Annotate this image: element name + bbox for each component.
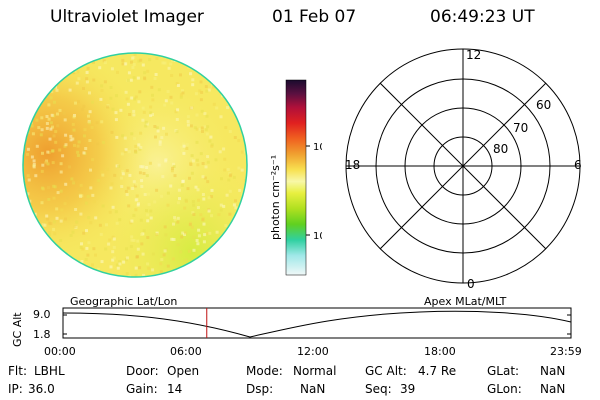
mode-value: Normal — [293, 364, 337, 378]
colorbar-tick-10: 10 — [313, 231, 322, 242]
mode-label: Mode: — [246, 364, 283, 378]
flt-label: Flt: — [8, 364, 27, 378]
uv-image-disk — [22, 52, 248, 278]
mlt-label-12: 12 — [466, 48, 481, 62]
mlt-label-18: 18 — [345, 158, 360, 172]
mlt-label-0: 0 — [467, 277, 475, 290]
orbit-x-tick-2: 12:00 — [297, 345, 329, 358]
orbit-x-tick-4: 23:59 — [550, 345, 582, 358]
dsp-label: Dsp: — [246, 382, 274, 396]
colorbar: 100 10 photon cm⁻²s⁻¹ — [269, 79, 322, 276]
gcalt-label: GC Alt: — [365, 364, 407, 378]
dsp-value: NaN — [300, 382, 326, 396]
door-label: Door: — [126, 364, 159, 378]
glat-label: GLat: — [487, 364, 520, 378]
orbit-x-tick-1: 06:00 — [170, 345, 202, 358]
instrument-title: Ultraviolet Imager — [50, 7, 204, 27]
colorbar-tick-100: 100 — [313, 142, 322, 153]
gain-label: Gain: — [126, 382, 158, 396]
mlt-label-6: 6 — [574, 158, 582, 172]
orbit-left-title: Geographic Lat/Lon — [70, 295, 178, 308]
glon-value: NaN — [540, 382, 566, 396]
orbit-altitude-plot: GC Alt 9.0 1.8 — [11, 307, 572, 347]
orbit-y-tick-1: 1.8 — [33, 328, 51, 341]
seq-value: 39 — [400, 382, 416, 396]
lat-label-80: 80 — [493, 142, 508, 156]
glon-label: GLon: — [487, 382, 522, 396]
door-value: Open — [167, 364, 200, 378]
orbit-x-tick-0: 00:00 — [44, 345, 76, 358]
ip-label: IP: — [8, 382, 23, 396]
polar-plot: 12 18 6 0 60 70 80 — [345, 48, 582, 290]
lat-label-70: 70 — [513, 121, 528, 135]
gcalt-value: 4.7 Re — [418, 364, 457, 378]
gain-value: 14 — [167, 382, 183, 396]
ip-value: 36.0 — [28, 382, 55, 396]
seq-label: Seq: — [365, 382, 392, 396]
flt-value: LBHL — [34, 364, 65, 378]
time-label: 06:49:23 UT — [430, 7, 535, 27]
orbit-right-title: Apex MLat/MLT — [424, 295, 507, 308]
orbit-x-tick-3: 18:00 — [424, 345, 456, 358]
glat-value: NaN — [540, 364, 566, 378]
orbit-y-tick-9: 9.0 — [33, 308, 51, 321]
lat-label-60: 60 — [536, 98, 551, 112]
orbit-y-axis-label: GC Alt — [11, 312, 24, 347]
colorbar-label: photon cm⁻²s⁻¹ — [269, 155, 282, 240]
date-label: 01 Feb 07 — [272, 7, 357, 27]
